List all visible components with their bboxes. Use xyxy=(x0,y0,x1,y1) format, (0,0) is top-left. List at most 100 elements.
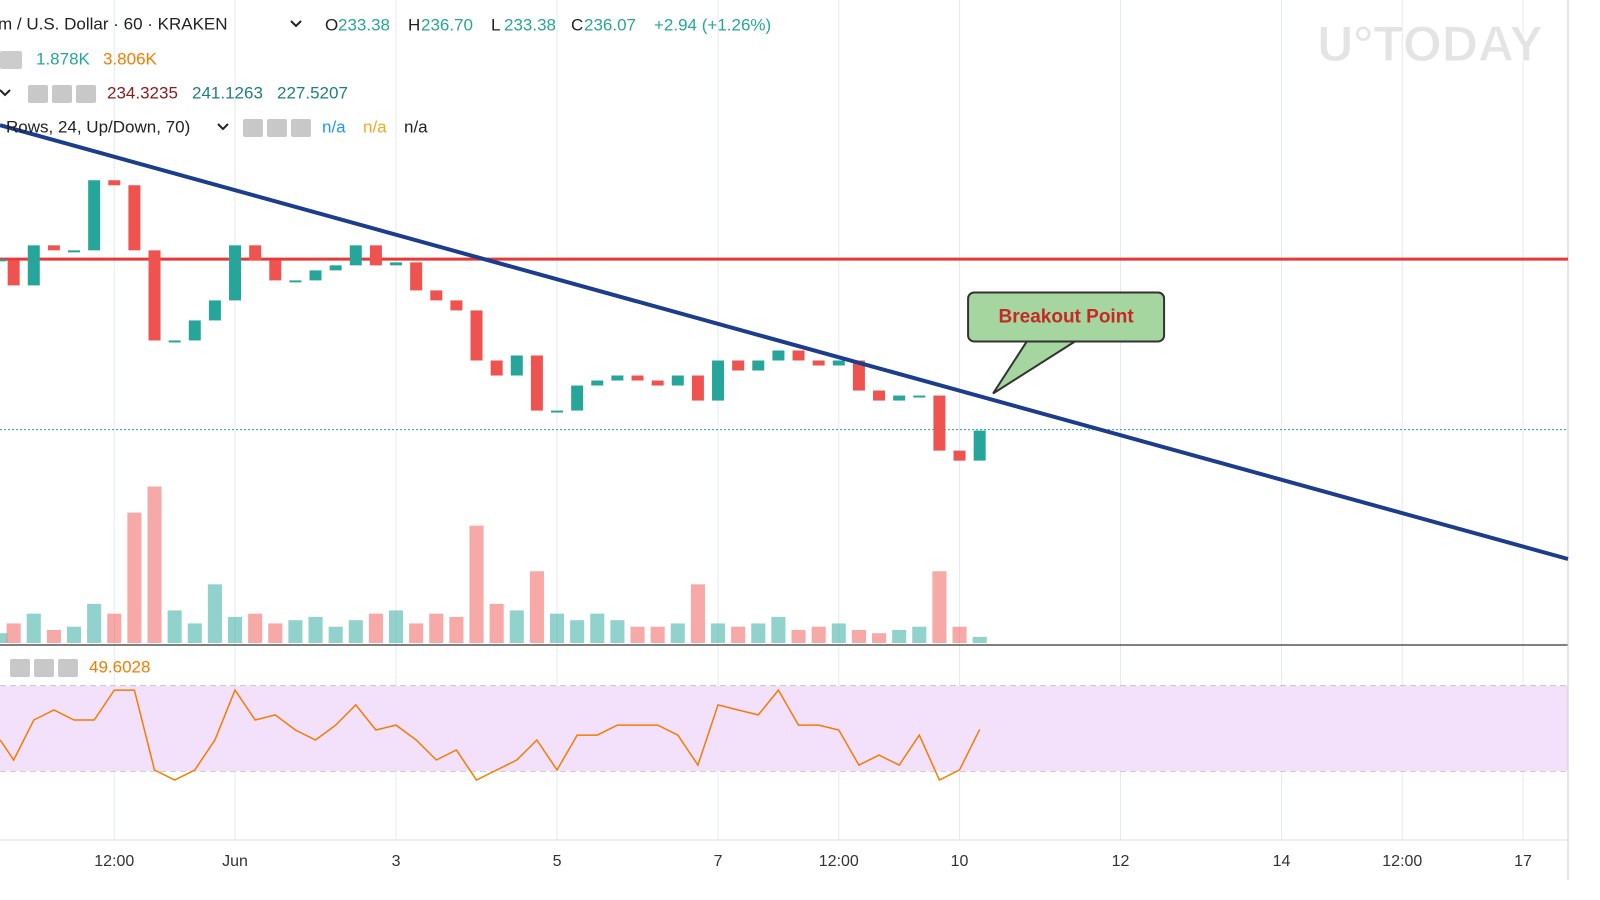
vpvr-value: n/a xyxy=(322,117,346,136)
volume-bar xyxy=(288,620,303,643)
ohlc-key: L xyxy=(491,15,500,34)
marks xyxy=(0,123,1569,782)
volume-bar xyxy=(207,584,222,643)
x-tick-label: 3 xyxy=(392,853,401,870)
candle xyxy=(128,185,141,251)
x-tick-label: 12:00 xyxy=(94,853,134,870)
volume-bar xyxy=(66,626,82,643)
volume-bar xyxy=(670,623,685,643)
volume-bar xyxy=(731,626,746,643)
volume-bar xyxy=(268,623,283,643)
icon[interactable] xyxy=(58,659,78,677)
volume-bar xyxy=(791,629,806,643)
volume-bar xyxy=(751,623,766,643)
ohlc: O 233.38 H 236.70 L 233.38 C 236.07 xyxy=(325,15,636,34)
candle xyxy=(490,360,503,376)
candle xyxy=(893,395,906,401)
bb-basis: 234.3235 xyxy=(107,83,178,102)
candle xyxy=(410,262,423,291)
candle xyxy=(188,320,201,341)
volume-bar xyxy=(348,620,363,643)
candle xyxy=(792,350,805,361)
icon[interactable] xyxy=(28,85,48,103)
candle xyxy=(27,245,40,286)
ohlc-key: H xyxy=(408,15,420,34)
candle xyxy=(591,380,604,386)
candle xyxy=(329,265,342,271)
candle xyxy=(732,360,745,371)
chevron[interactable] xyxy=(290,20,302,28)
volume-bar xyxy=(227,616,243,643)
candle xyxy=(712,360,725,401)
volume-bar xyxy=(87,603,102,643)
volume-bar xyxy=(147,486,162,643)
volume-bar xyxy=(952,626,967,643)
candle xyxy=(7,260,20,286)
icon[interactable] xyxy=(0,51,22,69)
candle xyxy=(68,250,81,253)
chevron[interactable] xyxy=(217,123,229,131)
volume-bar xyxy=(368,613,383,643)
candle xyxy=(88,180,101,251)
icon[interactable] xyxy=(243,119,263,137)
bb-lower: 227.5207 xyxy=(277,83,348,102)
volume-bar xyxy=(549,613,565,643)
volume-bar xyxy=(509,610,524,643)
candle xyxy=(772,350,785,361)
candle xyxy=(349,245,362,266)
bb-upper: 241.1263 xyxy=(192,83,263,102)
chevron[interactable] xyxy=(0,89,11,97)
volume-bar xyxy=(690,584,705,643)
candle xyxy=(973,430,986,461)
candle xyxy=(390,262,403,266)
candle xyxy=(148,250,161,341)
x-tick-label: 10 xyxy=(951,853,969,870)
candle xyxy=(571,385,584,411)
rsi-line xyxy=(0,688,981,782)
icon[interactable] xyxy=(76,85,96,103)
volume-bar xyxy=(912,626,927,643)
volume-bar xyxy=(529,571,544,643)
volume-bar xyxy=(328,626,343,643)
volume-bar xyxy=(308,616,323,643)
candle xyxy=(249,245,262,261)
candle xyxy=(551,410,564,413)
candle xyxy=(108,180,121,186)
vpvr-value: n/a xyxy=(404,117,428,136)
candle xyxy=(651,380,664,386)
ohlc-key: C xyxy=(571,15,583,34)
volume-bar xyxy=(570,620,585,643)
icons xyxy=(10,85,311,677)
candle xyxy=(832,360,845,366)
volume-bar xyxy=(449,616,464,643)
candle xyxy=(530,355,543,411)
volume-bar xyxy=(650,626,665,643)
candle xyxy=(752,360,765,371)
volume-bar xyxy=(167,610,182,643)
volume-bar xyxy=(409,623,424,643)
icon[interactable] xyxy=(52,85,72,103)
candle xyxy=(953,450,966,461)
x-tick-label: 17 xyxy=(1514,853,1532,870)
volume-bar xyxy=(972,636,987,643)
candle xyxy=(852,360,865,391)
candle xyxy=(0,259,7,262)
ohlc-value: 236.70 xyxy=(421,15,473,34)
candle xyxy=(691,375,704,401)
candle xyxy=(470,310,483,361)
volume-bar xyxy=(6,623,21,643)
icon[interactable] xyxy=(291,119,311,137)
volume-bar xyxy=(429,613,444,643)
volume-bar xyxy=(388,610,404,643)
candle xyxy=(671,375,684,386)
volume-bar xyxy=(26,613,41,643)
volume-bar xyxy=(630,626,645,643)
icon[interactable] xyxy=(34,659,54,677)
icon[interactable] xyxy=(10,659,30,677)
ohlc-value: 233.38 xyxy=(504,15,556,34)
candle xyxy=(631,375,644,381)
volume-value: 1.878K xyxy=(36,49,91,68)
icon[interactable] xyxy=(267,119,287,137)
volume-bar xyxy=(187,623,202,643)
